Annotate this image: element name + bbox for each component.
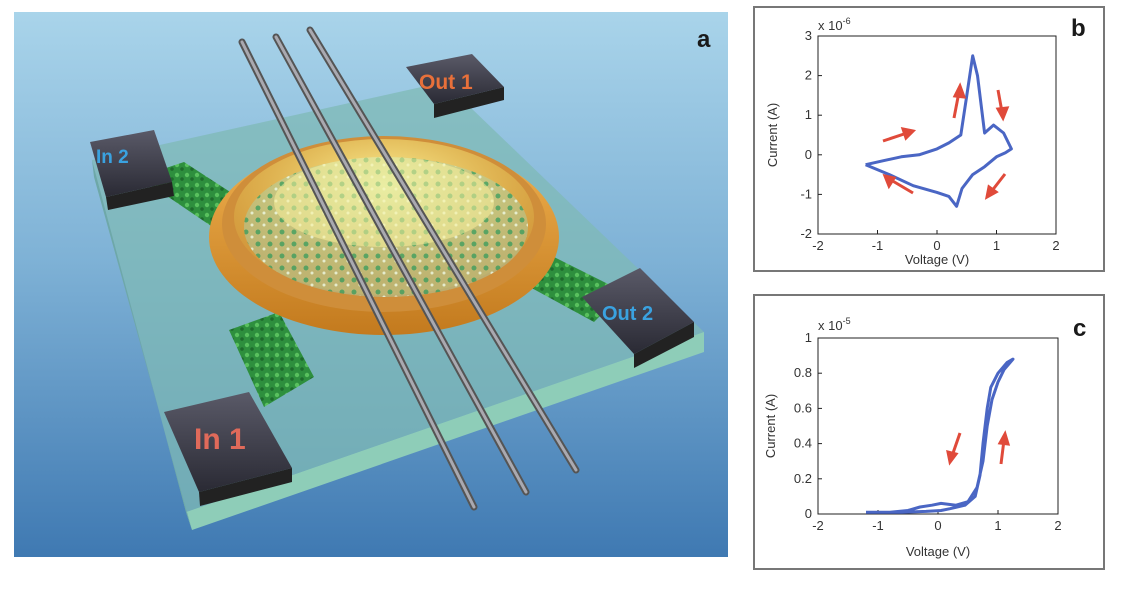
scale-label: x 10-5 <box>818 316 851 333</box>
scale-base: x 10 <box>818 318 843 333</box>
x-tick-label: -1 <box>872 518 884 533</box>
y-tick-label: 2 <box>805 68 812 83</box>
y-tick-label: -1 <box>800 186 812 201</box>
y-axis-label: Current (A) <box>765 103 780 167</box>
panel-letter-b: b <box>1071 15 1086 42</box>
y-axis-label: Current (A) <box>763 394 778 458</box>
panel-b: -2 -1 0 1 2 -2 -1 0 1 2 3 Voltage (V) Current (A) … <box>753 6 1105 272</box>
label-out1: Out 1 <box>419 71 473 94</box>
x-tick-label: 2 <box>1054 518 1061 533</box>
direction-arrows <box>946 430 1011 466</box>
scale-exponent: -5 <box>843 316 851 326</box>
x-tick-label: -2 <box>812 238 824 253</box>
scale-label: x 10-6 <box>818 16 851 33</box>
chart-c: -2 -1 0 1 2 0 0.2 0.4 0.6 0.8 1 Voltage (V) Curren… <box>763 315 1086 559</box>
pad-out1 <box>406 54 504 118</box>
series-line <box>865 54 1013 208</box>
x-tick-label: -1 <box>872 238 884 253</box>
x-tick-label: 2 <box>1052 238 1059 253</box>
pad-in2 <box>90 130 174 210</box>
scale-exponent: -6 <box>843 16 851 26</box>
plot-frame <box>817 337 1059 515</box>
x-tick-label: 0 <box>934 518 941 533</box>
series-line <box>866 357 1015 514</box>
y-tick-label: 0.8 <box>794 365 812 380</box>
x-tick-label: 1 <box>993 238 1000 253</box>
y-tick-label: 0 <box>805 506 812 521</box>
plot-frame <box>817 35 1057 235</box>
y-tick-label: 0.2 <box>794 471 812 486</box>
label-in1: In 1 <box>194 423 246 456</box>
y-tick-label: 1 <box>805 107 812 122</box>
panel-letter-c: c <box>1073 315 1086 342</box>
scale-base: x 10 <box>818 18 843 33</box>
x-axis-label: Voltage (V) <box>906 544 970 559</box>
direction-arrows <box>882 82 1010 200</box>
y-tick-label: 0 <box>805 147 812 162</box>
pad-out2 <box>582 268 694 368</box>
label-out2: Out 2 <box>602 303 653 325</box>
x-axis-label: Voltage (V) <box>905 252 969 267</box>
pad-in1 <box>164 392 292 506</box>
x-tick-label: 1 <box>994 518 1001 533</box>
y-tick-label: 0.6 <box>794 400 812 415</box>
device-illustration: Out 1 In 2 Out 2 In 1 a <box>14 12 728 557</box>
label-in2: In 2 <box>96 147 129 168</box>
panel-letter-a: a <box>697 26 711 53</box>
y-tick-label: -2 <box>800 226 812 241</box>
y-tick-label: 0.4 <box>794 436 812 451</box>
panel-c: -2 -1 0 1 2 0 0.2 0.4 0.6 0.8 1 Voltage (V) Curren… <box>753 294 1105 570</box>
y-tick-label: 1 <box>805 330 812 345</box>
probe-wires <box>238 26 580 511</box>
y-tick-label: 3 <box>805 28 812 43</box>
x-tick-label: -2 <box>812 518 824 533</box>
x-tick-label: 0 <box>933 238 940 253</box>
